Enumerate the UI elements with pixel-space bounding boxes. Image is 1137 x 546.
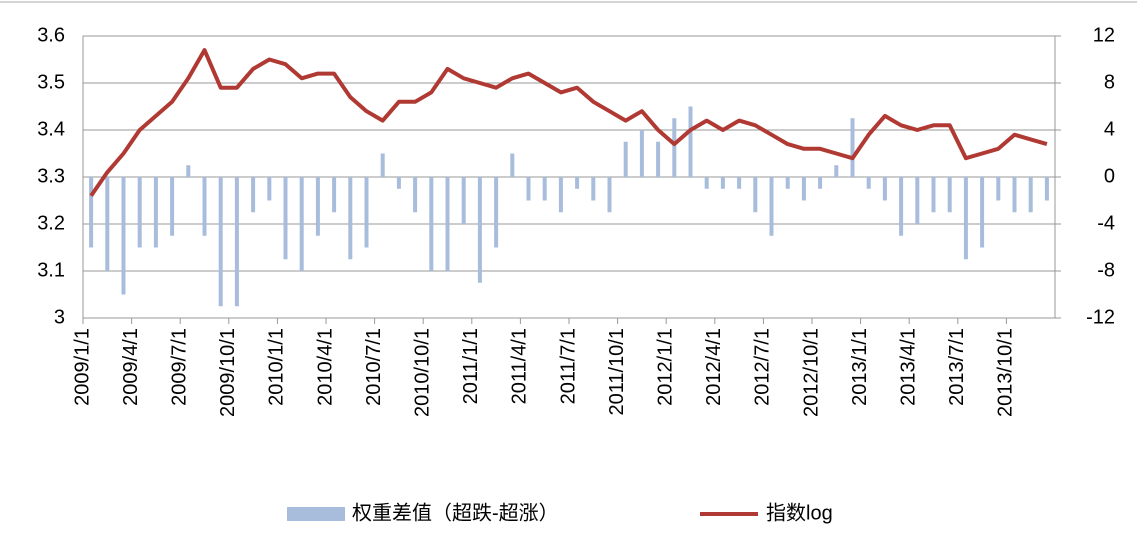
x-tick-label: 2013/7/1: [946, 328, 968, 406]
x-tick-label: 2010/7/1: [363, 328, 385, 406]
bar: [1044, 177, 1049, 201]
bar: [153, 177, 158, 248]
bar: [575, 177, 580, 189]
y-tick-label: 3: [54, 306, 65, 328]
y-tick-label: 3.6: [37, 24, 65, 46]
bar: [591, 177, 596, 201]
bar: [882, 177, 887, 201]
bar: [607, 177, 612, 213]
bar: [558, 177, 563, 213]
line: [89, 48, 1048, 197]
y2-tick-label: -4: [1097, 212, 1115, 234]
bar: [429, 177, 434, 271]
bar: [656, 141, 661, 177]
y-tick-label: 3.5: [37, 71, 65, 93]
bar: [947, 177, 952, 213]
x-tick-label: 2011/7/1: [557, 328, 579, 404]
bar: [299, 177, 304, 271]
x-tick-label: 2011/4/1: [509, 328, 531, 404]
x-tick-label: 2009/7/1: [168, 328, 190, 406]
x-tick-label: 2011/1/1: [460, 328, 482, 404]
x-tick-label: 2012/1/1: [654, 328, 676, 406]
bar: [413, 177, 418, 213]
bar: [753, 177, 758, 213]
bar: [931, 177, 936, 213]
bar: [542, 177, 547, 201]
y2-tick-label: -8: [1097, 259, 1115, 281]
bar: [769, 177, 774, 236]
bar: [785, 177, 790, 189]
x-tick-label: 2009/4/1: [120, 328, 142, 406]
x-tick-label: 2013/10/1: [995, 328, 1017, 417]
bar: [89, 177, 94, 248]
bar: [170, 177, 175, 236]
bar: [283, 177, 288, 260]
bar: [639, 130, 644, 177]
y-tick-label: 3.3: [37, 165, 65, 187]
bar: [267, 177, 272, 201]
bar: [737, 177, 742, 189]
x-tick-label: 2009/1/1: [71, 328, 93, 406]
bar: [121, 177, 126, 295]
bar: [348, 177, 353, 260]
bar: [461, 177, 466, 224]
x-tick-label: 2010/4/1: [314, 328, 336, 406]
bar: [445, 177, 450, 271]
bar: [818, 177, 823, 189]
bar: [1012, 177, 1017, 213]
x-tick-label: 2012/7/1: [752, 328, 774, 406]
bar: [494, 177, 499, 248]
bar: [105, 177, 110, 271]
bar: [332, 177, 337, 213]
bar: [996, 177, 1001, 201]
y-tick-label: 3.2: [37, 212, 65, 234]
x-tick-label: 2010/10/1: [411, 328, 433, 417]
bar: [672, 118, 677, 177]
bar: [396, 177, 401, 189]
x-tick-label: 2012/10/1: [800, 328, 822, 417]
legend-label: 权重差值（超跌-超涨）: [352, 501, 559, 524]
y2-tick-label: 8: [1104, 71, 1115, 93]
bar: [850, 118, 855, 177]
bar: [1028, 177, 1033, 213]
bar: [623, 141, 628, 177]
y2-tick-label: 0: [1104, 165, 1115, 187]
bar: [834, 165, 839, 177]
bar: [477, 177, 482, 283]
bar: [526, 177, 531, 201]
bar: [218, 177, 223, 307]
bar: [899, 177, 904, 236]
x-tick-label: 2010/1/1: [266, 328, 288, 406]
bar: [315, 177, 320, 236]
x-tick-label: 2012/4/1: [703, 328, 725, 406]
bar: [380, 153, 385, 177]
bar: [915, 177, 920, 224]
bar: [801, 177, 806, 201]
y-tick-label: 3.4: [37, 118, 65, 140]
bar: [980, 177, 985, 248]
bar: [720, 177, 725, 189]
y2-tick-label: 12: [1093, 24, 1115, 46]
y2-tick-label: 4: [1104, 118, 1115, 140]
bar: [202, 177, 207, 236]
bar: [234, 177, 239, 307]
x-tick-label: 2013/1/1: [849, 328, 871, 406]
legend-swatch: [287, 507, 345, 521]
bar: [510, 153, 515, 177]
bar: [704, 177, 709, 189]
bar: [866, 177, 871, 189]
legend-label: 指数log: [766, 501, 833, 524]
bar: [137, 177, 142, 248]
y-tick-label: 3.1: [37, 259, 65, 281]
bar: [251, 177, 256, 213]
x-tick-label: 2011/10/1: [606, 328, 628, 416]
bar: [688, 106, 693, 177]
y2-tick-label: -12: [1086, 306, 1115, 328]
x-tick-label: 2013/4/1: [897, 328, 919, 406]
bar: [186, 165, 191, 177]
x-tick-label: 2009/10/1: [217, 328, 239, 417]
bar: [963, 177, 968, 260]
bar: [364, 177, 369, 248]
